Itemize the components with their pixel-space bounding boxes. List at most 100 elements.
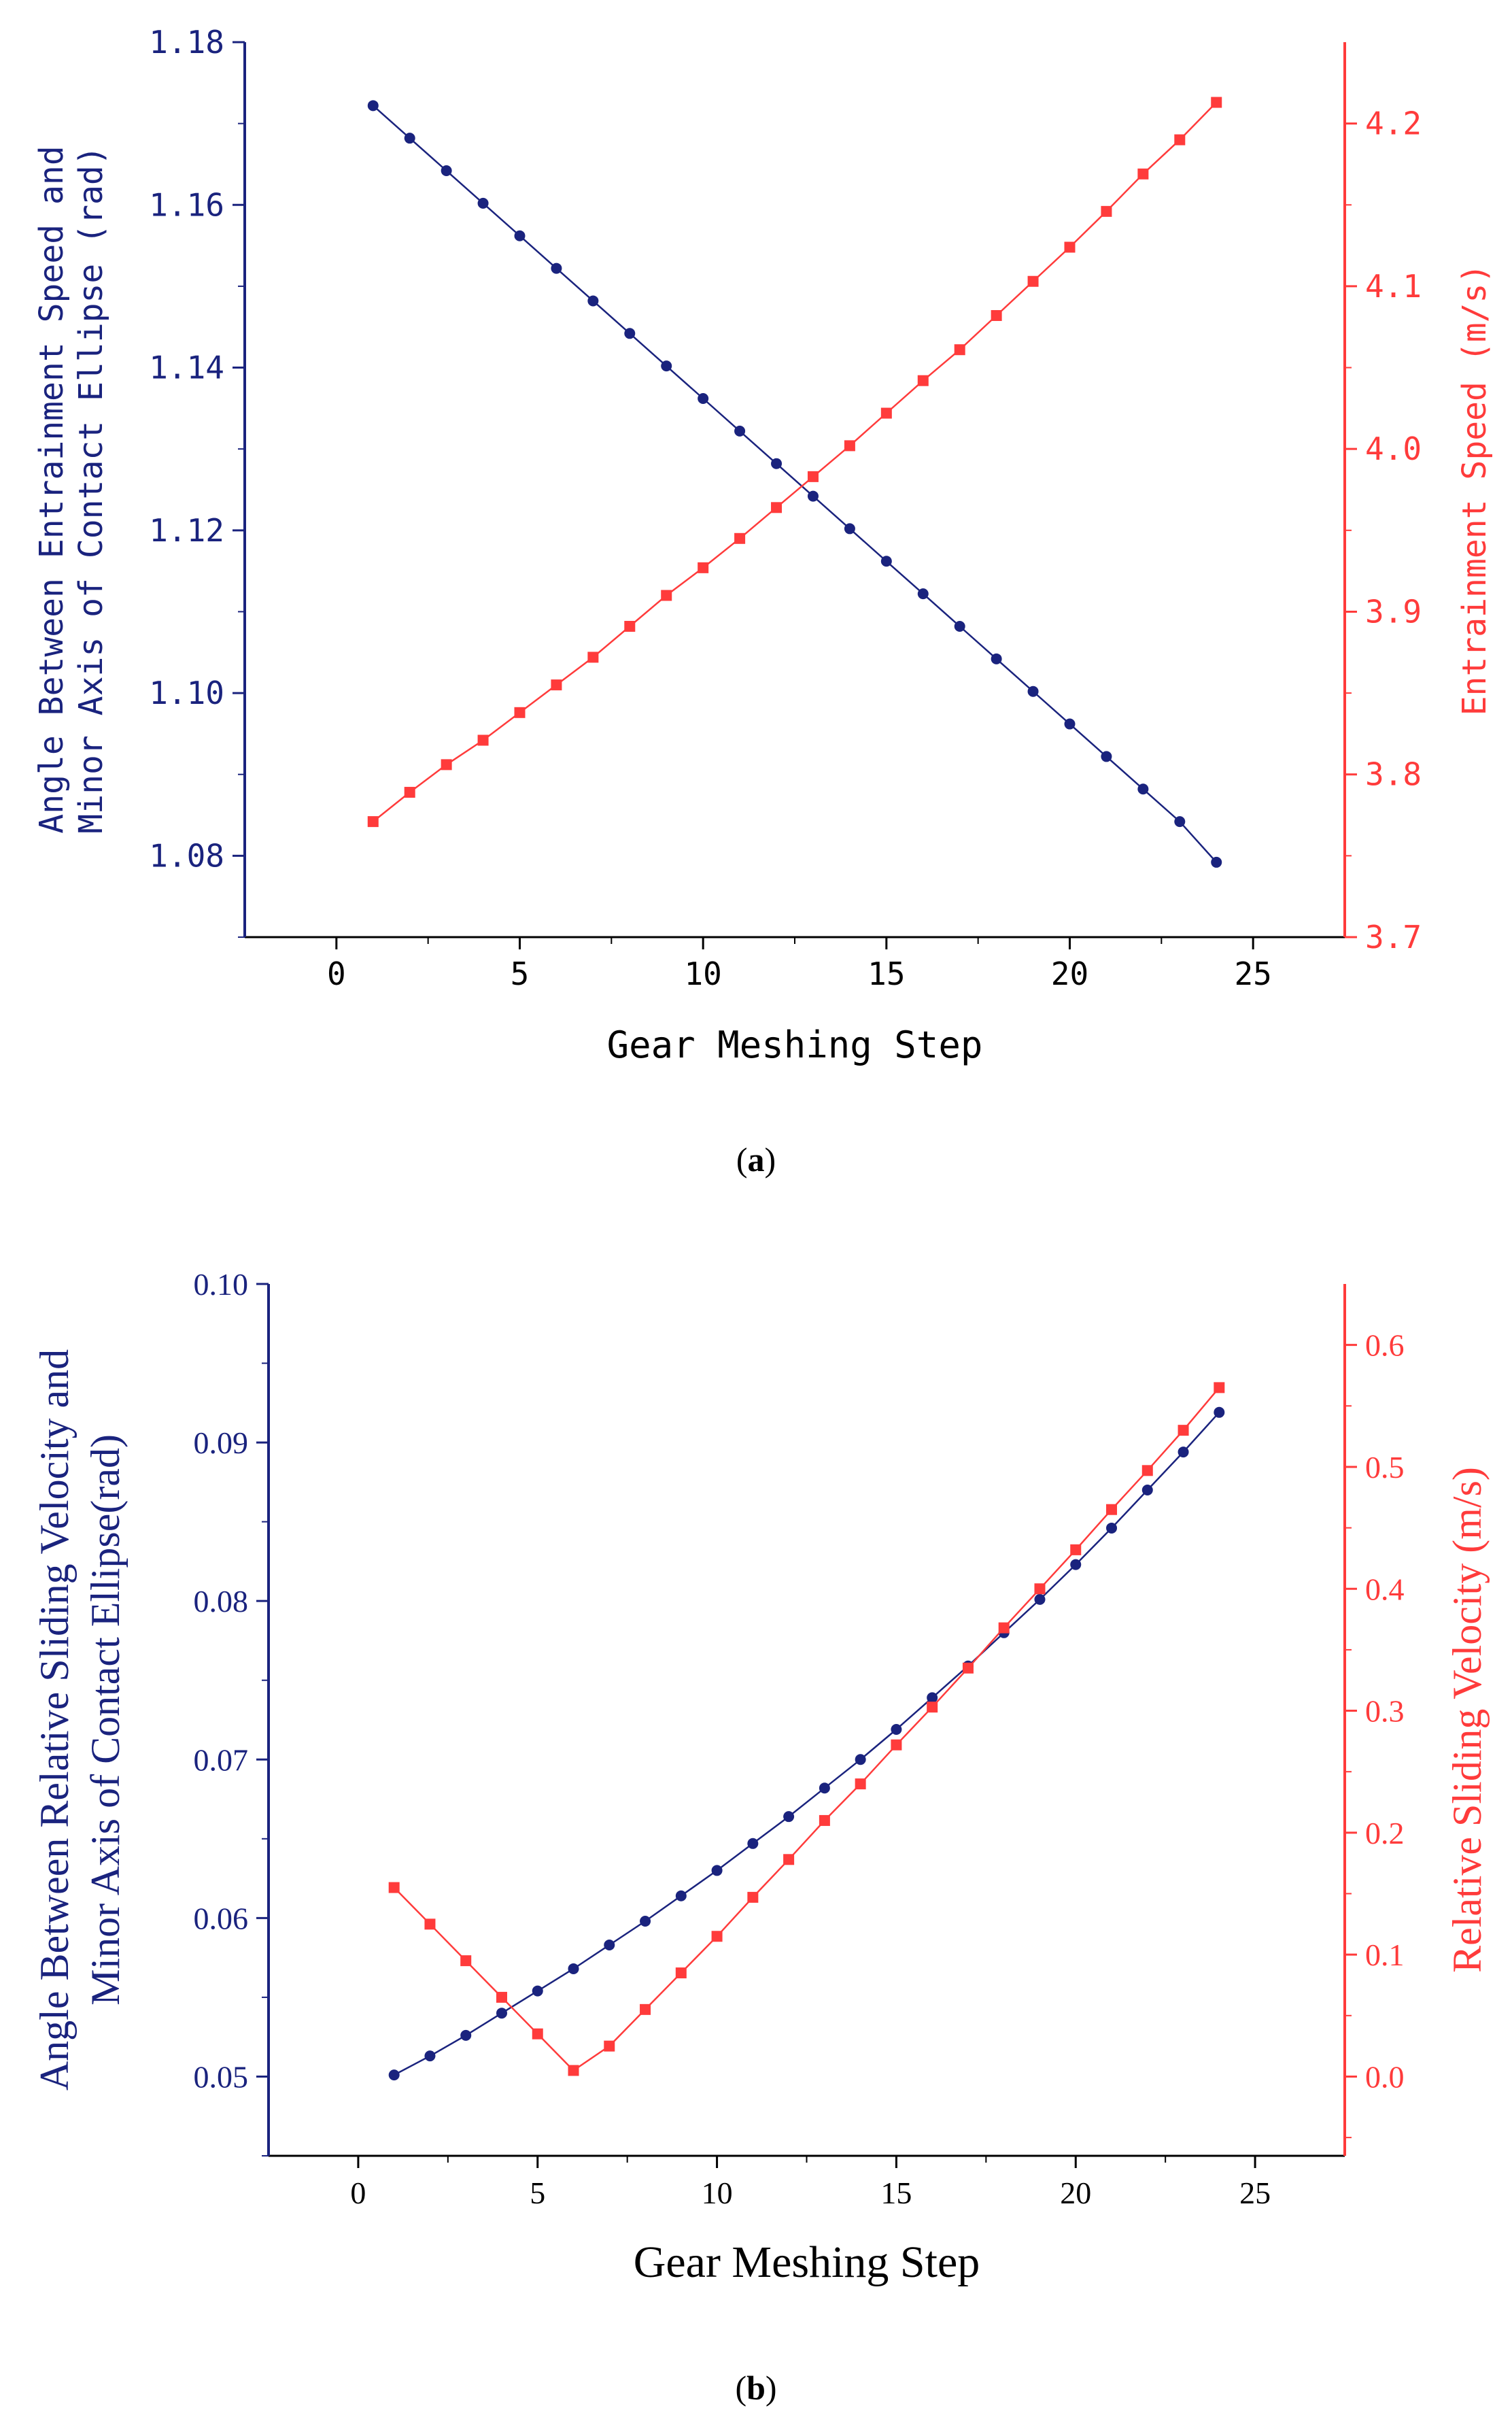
data-point-right: [441, 759, 452, 771]
data-point-right: [587, 652, 599, 663]
data-point-left: [514, 230, 526, 241]
data-point-left: [927, 1692, 938, 1704]
data-point-left: [1101, 751, 1112, 762]
data-point-right: [661, 590, 672, 601]
right-y-tick-label: 0.5: [1365, 1450, 1405, 1485]
data-point-left: [891, 1723, 902, 1735]
panel-b-chart: 0 5 10 15 20 25 0.05 0.06 0.07 0.08 0.09 0.10 0.0 0.1…: [32, 1267, 1490, 2287]
data-point-left: [1034, 1593, 1046, 1605]
data-point-left: [1064, 718, 1076, 730]
data-point-right: [1211, 97, 1222, 108]
data-point-left: [698, 393, 709, 405]
data-point-right: [962, 1662, 974, 1674]
data-point-right: [514, 707, 526, 718]
data-point-left: [771, 458, 783, 469]
data-point-right: [1214, 1382, 1225, 1393]
data-point-left: [496, 2008, 507, 2019]
data-point-left: [747, 1838, 759, 1849]
data-point-left: [587, 295, 599, 307]
left-y-axis-label-line: Angle Between Relative Sliding Velocity …: [32, 1349, 77, 2091]
data-point-right: [880, 407, 892, 419]
x-tick-label: 25: [1234, 955, 1271, 992]
data-point-right: [927, 1702, 938, 1713]
data-point-right: [675, 1967, 687, 1979]
data-point-right: [1174, 134, 1186, 146]
data-point-right: [991, 309, 1002, 321]
data-point-left: [954, 620, 965, 632]
x-axis-label: Gear Meshing Step: [634, 2237, 980, 2287]
panel-a-chart: 0 5 10 15 20 25 1.08 1.10 1.12 1.14 1.16 1.18 3.7 3.8…: [33, 24, 1494, 1066]
right-y-tick-label: 3.8: [1365, 756, 1422, 793]
data-point-right: [1034, 1583, 1046, 1595]
data-point-left: [568, 1963, 579, 1974]
data-point-right: [819, 1814, 830, 1826]
data-point-left: [367, 100, 379, 112]
data-point-right: [568, 2065, 579, 2076]
x-tick-label: 0: [327, 955, 346, 992]
data-point-right: [1027, 275, 1039, 287]
data-point-right: [747, 1891, 759, 1903]
right-y-axis-label: Entrainment Speed (m/s): [1456, 264, 1494, 716]
x-tick-label: 20: [1051, 955, 1088, 992]
left-y-tick-label: 0.06: [194, 1901, 249, 1935]
x-tick-label: 0: [350, 2176, 366, 2210]
data-point-left: [424, 2050, 436, 2062]
data-point-left: [551, 263, 562, 274]
x-tick-label: 5: [530, 2176, 545, 2210]
data-point-right: [1064, 241, 1076, 253]
right-y-tick-label: 4.2: [1365, 105, 1422, 142]
right-y-axis-label: Relative Sliding Velocity (m/s): [1445, 1467, 1490, 1973]
data-point-right: [734, 532, 746, 544]
right-y-tick-label: 4.1: [1365, 268, 1422, 305]
data-point-left: [1070, 1559, 1082, 1570]
data-point-left: [1214, 1406, 1225, 1418]
data-point-right: [1070, 1544, 1082, 1555]
data-point-left: [640, 1916, 651, 1927]
data-point-left: [441, 165, 452, 177]
series-line-right: [393, 1387, 1220, 2072]
data-point-left: [711, 1865, 723, 1876]
right-y-tick-label: 4.0: [1365, 430, 1422, 467]
data-point-left: [734, 425, 746, 437]
data-point-right: [783, 1854, 795, 1865]
right-y-tick-label: 3.7: [1365, 919, 1422, 955]
right-y-tick-label: 0.1: [1365, 1938, 1405, 1972]
data-point-left: [624, 328, 636, 339]
x-tick-label: 15: [880, 2176, 912, 2210]
left-y-tick-label: 0.10: [194, 1267, 249, 1302]
series-line-left: [372, 105, 1218, 863]
data-point-left: [1211, 856, 1222, 868]
data-point-right: [477, 734, 489, 746]
data-point-right: [1141, 1465, 1153, 1476]
right-y-tick-label: 0.2: [1365, 1816, 1405, 1850]
right-y-tick-label: 0.0: [1365, 2059, 1405, 2094]
data-point-left: [388, 2069, 400, 2081]
right-y-tick-label: 0.3: [1365, 1694, 1405, 1729]
data-point-right: [496, 1991, 507, 2003]
data-point-right: [1101, 205, 1112, 217]
left-y-tick-label: 0.08: [194, 1584, 249, 1619]
data-point-right: [424, 1918, 436, 1930]
data-point-right: [855, 1778, 866, 1790]
data-point-left: [604, 1939, 615, 1950]
data-point-right: [698, 562, 709, 573]
data-point-right: [404, 787, 415, 798]
data-point-left: [917, 588, 929, 600]
data-point-right: [624, 620, 636, 632]
data-point-right: [711, 1931, 723, 1942]
data-point-right: [891, 1739, 902, 1750]
data-point-right: [551, 679, 562, 691]
data-point-right: [917, 375, 929, 386]
panel-a-caption: (a): [736, 1140, 776, 1179]
data-point-left: [460, 2029, 472, 2041]
series-line-right: [373, 101, 1218, 823]
data-point-right: [954, 344, 965, 356]
x-tick-label: 5: [511, 955, 530, 992]
right-y-tick-label: 0.6: [1365, 1328, 1405, 1363]
data-point-right: [844, 440, 855, 452]
data-point-right: [367, 816, 379, 828]
data-point-right: [604, 2040, 615, 2052]
right-y-tick-label: 0.4: [1365, 1572, 1405, 1606]
left-y-tick-label: 1.10: [149, 675, 224, 711]
x-tick-label: 25: [1239, 2176, 1271, 2210]
